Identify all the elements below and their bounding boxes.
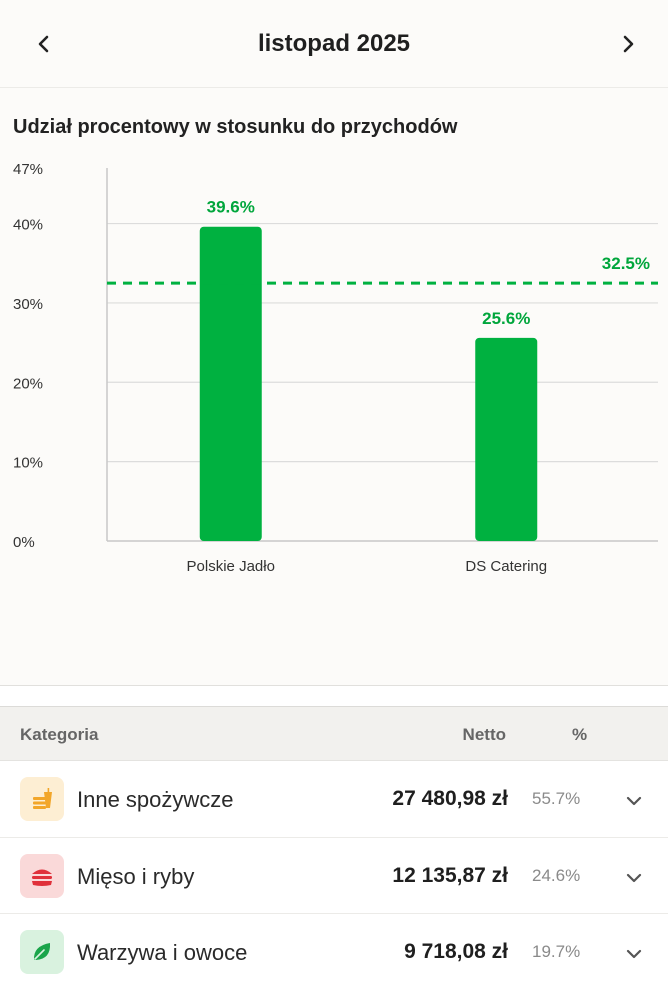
bar [199,226,262,541]
y-tick-label: 20% [13,375,43,392]
category-net-amount: 27 480,98 zł [392,787,508,810]
table-row-inne-spozywcze[interactable]: Inne spożywcze 27 480,98 zł 55.7% [0,761,668,838]
y-tick-label: 40% [13,217,43,234]
table-row-mieso-i-ryby[interactable]: Mięso i ryby 12 135,87 zł 24.6% [0,838,668,914]
header-net: Netto [462,725,506,744]
fastfood-icon [20,777,64,821]
chart-title: Udział procentowy w stosunku do przychod… [13,116,458,138]
category-net-amount: 12 135,87 zł [392,863,508,887]
table-header: Kategoria Netto % [0,707,668,761]
bar-chart: 0% 10% 20% 30% 40% 47% 39.6% Polskie Jadło 25.6%… [13,161,658,575]
category-name: Warzywa i owoce [77,940,248,965]
chevron-left-icon [38,35,49,53]
chart-card: Udział procentowy w stosunku do przychod… [0,88,668,686]
reference-line-label: 32.5% [602,254,650,273]
category-name: Inne spożywcze [77,787,234,812]
category-percent: 19.7% [532,942,581,961]
leaf-icon [20,930,64,974]
table-row-warzywa-i-owoce[interactable]: Warzywa i owoce 9 718,08 zł 19.7% [0,914,668,991]
y-tick-label: 30% [13,296,43,313]
bar-value-label: 25.6% [482,309,530,328]
category-table: Kategoria Netto % Inne spożywcze 27 480,… [0,706,668,990]
chevron-down-icon[interactable] [622,942,646,966]
category-net-amount: 9 718,08 zł [404,940,508,963]
category-name: Mięso i ryby [77,863,195,889]
bar-value-label: 39.6% [207,198,255,217]
category-percent: 55.7% [532,789,581,808]
chevron-right-icon [623,35,634,53]
header-category: Kategoria [20,725,99,744]
bar [475,337,538,541]
next-month-button[interactable] [610,26,646,62]
y-tick-label: 10% [13,455,43,472]
month-header: listopad 2025 [0,0,668,88]
chevron-down-icon[interactable] [622,866,646,890]
chevron-down-icon[interactable] [622,789,646,813]
month-title: listopad 2025 [257,30,411,57]
y-tick-label: 0% [13,534,35,551]
y-tick-label: 47% [13,161,43,178]
burger-icon [20,853,64,898]
previous-month-button[interactable] [26,26,62,62]
category-percent: 24.6% [532,865,581,885]
x-tick-label: Polskie Jadło [187,558,275,575]
x-tick-label: DS Catering [465,558,547,575]
header-percent: % [572,725,588,744]
